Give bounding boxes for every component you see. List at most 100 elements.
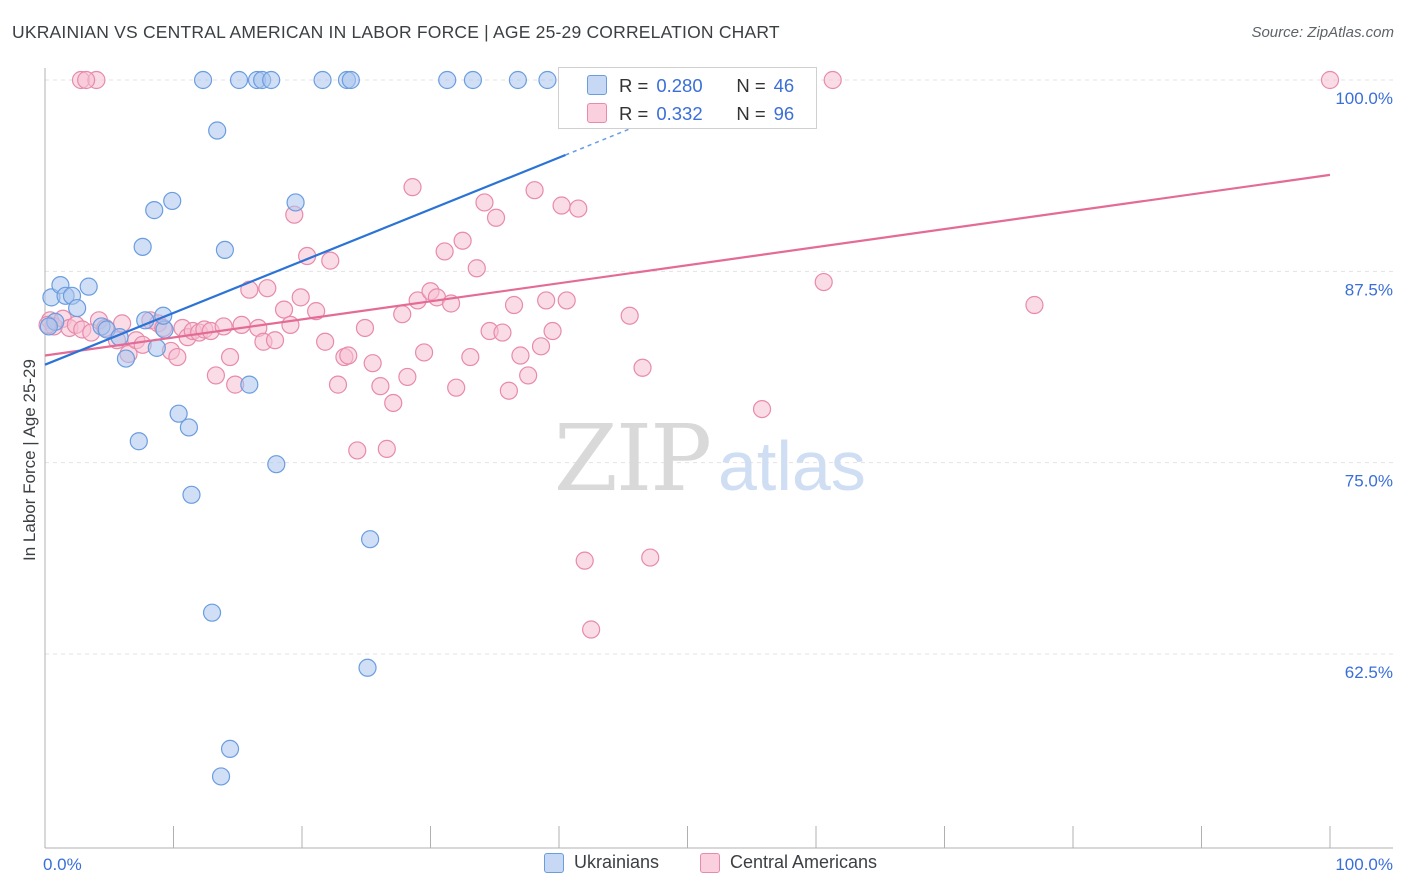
data-point-ukrainians bbox=[179, 418, 199, 437]
x-tick-label: 100.0% bbox=[1335, 855, 1393, 874]
data-point-ukrainians bbox=[262, 70, 281, 90]
axis-layer bbox=[44, 68, 1393, 849]
data-point-central-americans bbox=[543, 321, 562, 341]
series-ukrainians-points bbox=[39, 70, 601, 786]
stats-r-value: 0.332 bbox=[656, 103, 703, 124]
data-point-ukrainians bbox=[229, 70, 249, 90]
trend-line-ukrainians-extension bbox=[565, 128, 630, 156]
data-point-central-americans bbox=[531, 337, 551, 356]
data-point-central-americans bbox=[569, 199, 588, 218]
legend-item-ukrainians[interactable]: Ukrainians bbox=[544, 852, 659, 873]
grid-layer bbox=[45, 79, 1393, 655]
data-point-ukrainians bbox=[508, 70, 527, 90]
legend-label-central-americans: Central Americans bbox=[730, 852, 878, 872]
data-point-ukrainians bbox=[129, 432, 148, 451]
stats-row-central-americans: R = 0.332 N = 96 bbox=[619, 102, 794, 126]
data-point-central-americans bbox=[321, 251, 340, 270]
y-tick-label: 75.0% bbox=[1345, 472, 1393, 491]
data-point-ukrainians bbox=[163, 191, 182, 211]
stats-swatch-blue bbox=[587, 75, 607, 95]
chart-title: UKRAINIAN VS CENTRAL AMERICAN IN LABOR F… bbox=[12, 22, 780, 42]
data-point-central-americans bbox=[467, 259, 486, 278]
data-point-ukrainians bbox=[215, 240, 234, 260]
trend-line-central-americans bbox=[44, 173, 1331, 357]
data-point-ukrainians bbox=[133, 237, 152, 256]
watermark: ZIP atlas bbox=[554, 405, 866, 512]
stats-r-value: 0.280 bbox=[656, 75, 703, 96]
data-point-central-americans bbox=[633, 358, 652, 377]
data-point-central-americans bbox=[525, 181, 544, 200]
stats-r-label: R = bbox=[619, 103, 649, 124]
stats-n-label: N = bbox=[736, 75, 766, 96]
data-point-central-americans bbox=[232, 315, 251, 335]
data-point-ukrainians bbox=[313, 70, 332, 90]
x-tick-label: 0.0% bbox=[43, 855, 82, 874]
chart-legend: Ukrainians Central Americans bbox=[0, 852, 1406, 878]
data-point-central-americans bbox=[355, 318, 375, 338]
data-point-central-americans bbox=[1320, 70, 1340, 90]
data-point-ukrainians bbox=[145, 201, 164, 220]
legend-swatch-blue bbox=[544, 852, 564, 873]
data-point-ukrainians bbox=[361, 530, 380, 549]
data-point-central-americans bbox=[214, 317, 233, 336]
data-point-central-americans bbox=[475, 193, 494, 212]
data-point-central-americans bbox=[1025, 295, 1044, 315]
trend-lines bbox=[44, 128, 1331, 366]
data-point-central-americans bbox=[486, 208, 506, 227]
y-tick-label: 100.0% bbox=[1335, 89, 1393, 108]
data-point-central-americans bbox=[265, 331, 285, 350]
data-point-central-americans bbox=[447, 378, 466, 397]
data-point-ukrainians bbox=[220, 739, 240, 759]
legend-label-ukrainians: Ukrainians bbox=[574, 852, 660, 872]
data-point-central-americans bbox=[537, 291, 556, 310]
data-point-central-americans bbox=[461, 347, 480, 367]
data-point-central-americans bbox=[77, 70, 96, 90]
data-point-central-americans bbox=[281, 315, 300, 335]
data-point-central-americans bbox=[552, 196, 571, 215]
data-point-central-americans bbox=[511, 346, 530, 365]
stats-row-ukrainians: R = 0.280 N = 46 bbox=[619, 74, 794, 98]
data-point-central-americans bbox=[499, 381, 518, 400]
data-point-central-americans bbox=[398, 367, 417, 387]
data-point-central-americans bbox=[620, 306, 639, 325]
y-tick-label: 87.5% bbox=[1345, 280, 1393, 299]
stats-n-label: N = bbox=[736, 103, 766, 124]
data-point-central-americans bbox=[519, 366, 538, 385]
data-point-central-americans bbox=[453, 231, 472, 250]
stats-n-value: 46 bbox=[773, 75, 795, 96]
stats-n-value: 96 bbox=[773, 103, 795, 124]
data-point-ukrainians bbox=[202, 603, 222, 622]
data-point-central-americans bbox=[339, 346, 358, 365]
data-point-ukrainians bbox=[358, 658, 377, 677]
tick-labels: 62.5% 75.0% 87.5% 100.0% 0.0% 100.0% bbox=[43, 89, 1393, 874]
watermark-zip: ZIP bbox=[554, 405, 710, 512]
data-point-ukrainians bbox=[438, 70, 457, 90]
data-point-central-americans bbox=[328, 375, 348, 394]
data-point-ukrainians bbox=[79, 277, 98, 296]
data-point-central-americans bbox=[575, 551, 594, 570]
data-point-central-americans bbox=[414, 343, 434, 362]
data-point-central-americans bbox=[557, 291, 576, 310]
data-point-ukrainians bbox=[154, 306, 173, 325]
data-point-ukrainians bbox=[68, 298, 87, 318]
data-point-central-americans bbox=[435, 242, 454, 261]
data-point-central-americans bbox=[206, 366, 226, 385]
data-point-ukrainians bbox=[341, 70, 360, 90]
data-point-central-americans bbox=[384, 393, 403, 413]
data-point-central-americans bbox=[377, 439, 396, 458]
data-point-central-americans bbox=[641, 548, 660, 567]
data-point-central-americans bbox=[348, 441, 367, 460]
data-point-central-americans bbox=[393, 305, 412, 324]
legend-item-central-americans[interactable]: Central Americans bbox=[700, 852, 877, 873]
data-point-ukrainians bbox=[39, 317, 58, 336]
legend-swatch-pink bbox=[700, 852, 720, 873]
stats-r-label: R = bbox=[619, 75, 649, 96]
data-point-ukrainians bbox=[267, 455, 286, 474]
data-point-central-americans bbox=[582, 620, 601, 639]
data-point-central-americans bbox=[493, 323, 512, 342]
data-point-ukrainians bbox=[193, 70, 213, 90]
data-point-ukrainians bbox=[211, 767, 231, 786]
y-tick-label: 62.5% bbox=[1345, 663, 1393, 682]
trend-line-ukrainians bbox=[44, 153, 566, 366]
